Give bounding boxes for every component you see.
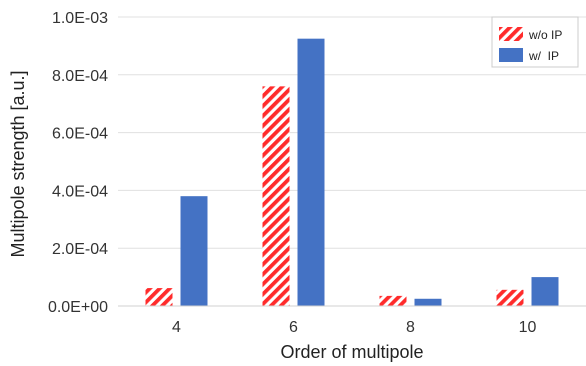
- y-tick-label: 2.0E-04: [52, 241, 108, 258]
- bar-w-o-ip-6: [262, 86, 290, 306]
- y-tick-label: 0.0E+00: [48, 299, 108, 316]
- legend-label-w-ip: w/ IP: [528, 49, 559, 63]
- bar-w-ip-10: [531, 277, 559, 306]
- y-axis-label: Multipole strength [a.u.]: [8, 70, 28, 257]
- x-tick-labels: 4 6 8 10: [172, 319, 536, 336]
- legend-swatch-w-o-ip: [499, 27, 523, 41]
- y-tick-label: 4.0E-04: [52, 183, 108, 200]
- bar-w-ip-8: [414, 298, 442, 306]
- y-tick-label: 1.0E-03: [52, 10, 108, 27]
- x-tick-label: 8: [406, 319, 415, 336]
- x-tick-label: 10: [519, 319, 537, 336]
- x-axis-label: Order of multipole: [280, 342, 423, 362]
- grid-lines: [118, 16, 586, 249]
- bar-w-o-ip-8: [379, 295, 407, 306]
- x-tick-label: 4: [172, 319, 181, 336]
- x-tick-label: 6: [289, 319, 298, 336]
- y-tick-labels: 0.0E+00 2.0E-04 4.0E-04 6.0E-04 8.0E-04 1.0E-…: [48, 10, 108, 316]
- bar-w-ip-6: [297, 38, 325, 307]
- legend-swatch-w-ip: [499, 48, 523, 62]
- y-tick-label: 8.0E-04: [52, 68, 108, 85]
- bar-w-o-ip-4: [145, 288, 173, 306]
- y-tick-label: 6.0E-04: [52, 126, 108, 143]
- legend: w/o IP w/ IP: [491, 16, 579, 68]
- bar-w-ip-4: [180, 196, 208, 306]
- bars: [145, 38, 559, 307]
- legend-label-w-o-ip: w/o IP: [528, 28, 562, 42]
- bar-w-o-ip-10: [496, 289, 524, 306]
